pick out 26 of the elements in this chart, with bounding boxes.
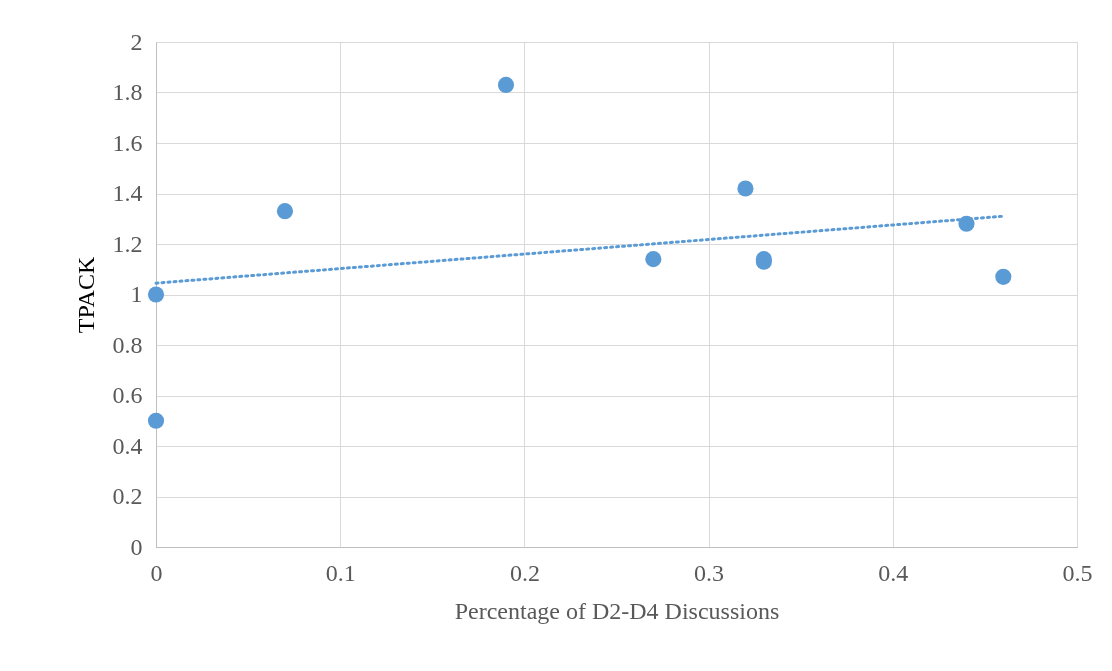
y-tick-label: 1.2 — [112, 230, 143, 257]
point — [995, 268, 1012, 285]
point — [497, 76, 515, 93]
y-tick-label: 0.4 — [112, 432, 143, 459]
y-tick-label: 1.4 — [112, 180, 143, 206]
point — [276, 203, 293, 220]
x-axis-title: Percentage of D2-D4 Discussions — [454, 597, 780, 624]
x-tick-label: 0 — [150, 559, 163, 586]
y-tick-label: 0.8 — [112, 331, 143, 358]
y-tick-label: 1.6 — [112, 129, 143, 156]
x-tick-label: 0.3 — [694, 559, 725, 586]
x-tick-label: 0.2 — [509, 559, 540, 586]
point — [147, 412, 165, 429]
x-tick-label: 0.1 — [325, 559, 356, 586]
x-tick-label: 0.4 — [878, 559, 909, 586]
y-tick-label: 1.8 — [112, 79, 143, 105]
point — [645, 251, 662, 268]
point — [737, 180, 754, 197]
x-tick-label: 0.5 — [1062, 559, 1093, 586]
y-tick-label: 2 — [130, 28, 143, 55]
y-tick-label: 0 — [130, 533, 143, 560]
y-tick-label: 0.6 — [112, 382, 143, 408]
y-tick-label: 0.2 — [112, 483, 143, 509]
y-axis-title: TPACK — [72, 256, 99, 334]
y-tick-label: 1 — [130, 281, 143, 307]
point — [147, 286, 165, 303]
